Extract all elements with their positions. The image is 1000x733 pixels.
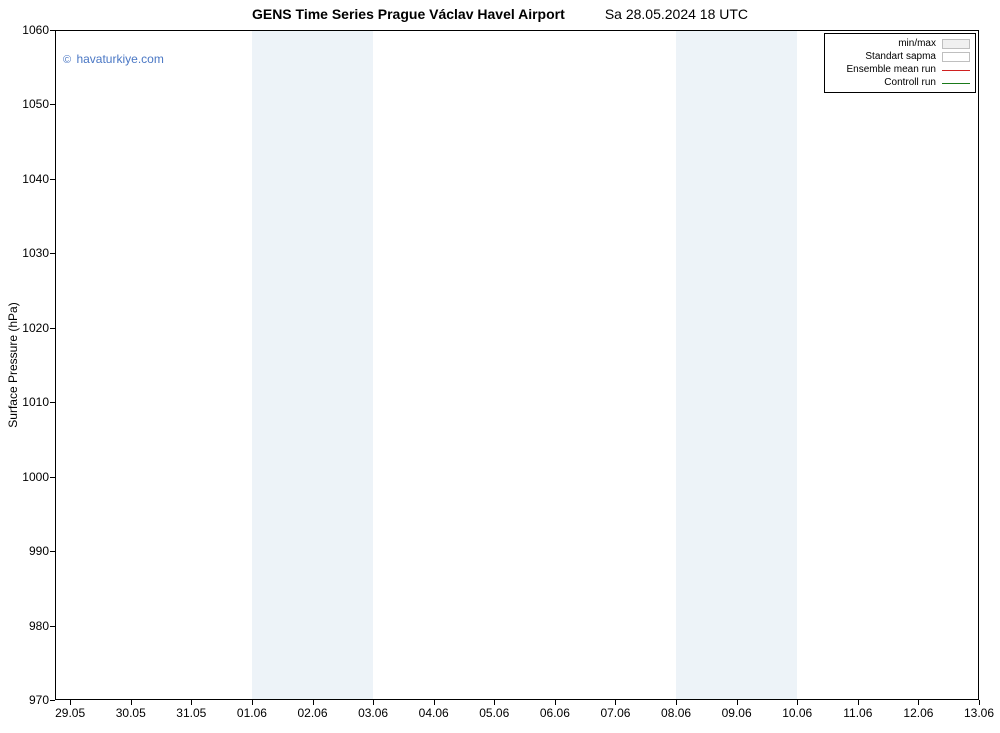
legend-item-swatch <box>942 78 970 88</box>
plot-border <box>55 30 979 700</box>
copyright-icon: © <box>63 54 71 66</box>
x-tick-mark <box>494 700 495 705</box>
y-tick-mark <box>50 104 55 105</box>
legend-item-swatch <box>942 52 970 62</box>
x-tick-mark <box>676 700 677 705</box>
y-tick-mark <box>50 477 55 478</box>
y-tick-mark <box>50 179 55 180</box>
weekend-band <box>252 30 373 700</box>
x-tick-mark <box>252 700 253 705</box>
x-tick-mark <box>797 700 798 705</box>
x-tick-mark <box>191 700 192 705</box>
y-tick-mark <box>50 626 55 627</box>
weekend-band <box>676 30 797 700</box>
watermark: © havaturkiye.com <box>63 52 164 66</box>
legend-item-label: Ensemble mean run <box>847 64 943 75</box>
y-tick-mark <box>50 30 55 31</box>
y-tick-mark <box>50 328 55 329</box>
x-tick-mark <box>434 700 435 705</box>
x-tick-mark <box>737 700 738 705</box>
legend-item: min/max <box>830 37 970 50</box>
x-tick-mark <box>918 700 919 705</box>
chart-title-gap <box>569 6 600 22</box>
x-tick-mark <box>373 700 374 705</box>
watermark-text: havaturkiye.com <box>76 52 163 66</box>
legend-item: Ensemble mean run <box>830 63 970 76</box>
y-tick-mark <box>50 253 55 254</box>
legend-item-swatch <box>942 65 970 75</box>
chart-title-sub: Sa 28.05.2024 18 UTC <box>605 6 748 22</box>
chart-title-main: GENS Time Series Prague Václav Havel Air… <box>252 6 565 22</box>
legend-item: Standart sapma <box>830 50 970 63</box>
legend-item-swatch <box>942 39 970 49</box>
y-tick-mark <box>50 551 55 552</box>
x-tick-mark <box>313 700 314 705</box>
chart-title-row: GENS Time Series Prague Václav Havel Air… <box>0 6 1000 24</box>
x-tick-mark <box>858 700 859 705</box>
legend: min/max Standart sapma Ensemble mean run Co… <box>824 33 976 93</box>
chart-container: GENS Time Series Prague Václav Havel Air… <box>0 0 1000 733</box>
x-tick-mark <box>979 700 980 705</box>
legend-item: Controll run <box>830 76 970 89</box>
x-tick-mark <box>131 700 132 705</box>
legend-item-label: Controll run <box>884 77 942 88</box>
legend-item-label: min/max <box>898 38 942 49</box>
plot-area: © havaturkiye.com min/max Standart sapma E… <box>55 30 979 700</box>
x-tick-mark <box>70 700 71 705</box>
y-tick-mark <box>50 402 55 403</box>
x-tick-mark <box>615 700 616 705</box>
y-axis-label: Surface Pressure (hPa) <box>6 302 20 427</box>
legend-item-label: Standart sapma <box>865 51 942 62</box>
x-tick-mark <box>555 700 556 705</box>
